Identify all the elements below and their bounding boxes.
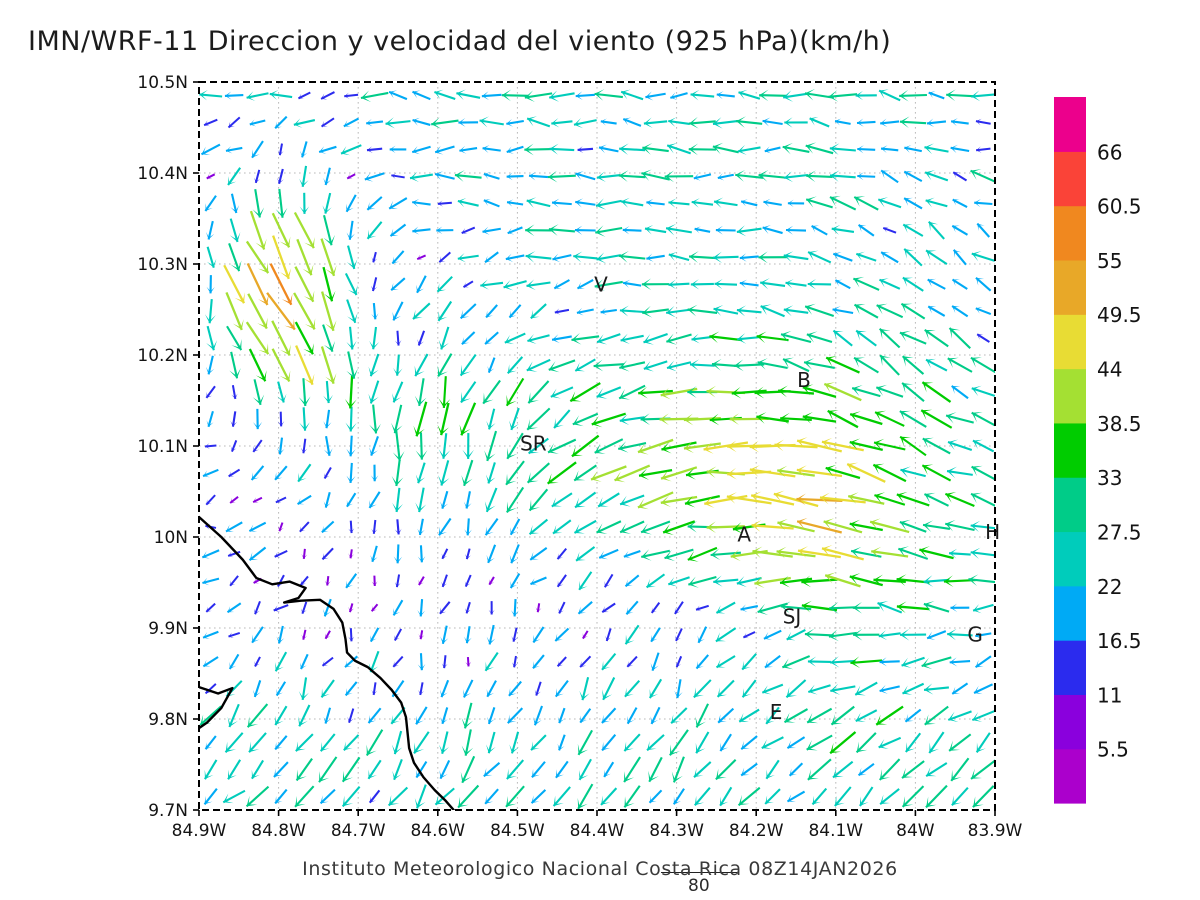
page-title: IMN/WRF-11 Direccion y velocidad del vie… bbox=[28, 26, 892, 57]
colorbar-tick-label: 60.5 bbox=[1097, 195, 1142, 219]
colorbar-tick-label: 22 bbox=[1097, 575, 1122, 599]
x-tick-label: 84W bbox=[896, 821, 935, 841]
y-tick-label: 9.8N bbox=[148, 710, 188, 730]
colorbar-band[interactable] bbox=[1054, 422, 1086, 478]
colorbar-band[interactable] bbox=[1054, 748, 1086, 804]
colorbar-band[interactable] bbox=[1054, 585, 1086, 641]
colorbar-band[interactable] bbox=[1054, 205, 1086, 261]
colorbar-tick-label: 11 bbox=[1097, 683, 1122, 707]
city-label-h: H bbox=[985, 520, 1000, 544]
y-tick-label: 10.1N bbox=[137, 437, 188, 457]
x-tick-label: 84.2W bbox=[729, 821, 784, 841]
axis-labels: 84.9W 84.8W 84.7W 84.6W 84.5W 84.4W 84.3W 84.2W… bbox=[137, 73, 1022, 841]
colorbar-band[interactable] bbox=[1054, 97, 1086, 152]
y-tick-label: 9.7N bbox=[148, 801, 188, 821]
colorbar-tick-label: 55 bbox=[1097, 249, 1122, 273]
y-tick-label: 10.4N bbox=[137, 164, 188, 184]
colorbar-band[interactable] bbox=[1054, 314, 1086, 370]
colorbar-band[interactable] bbox=[1054, 368, 1086, 424]
reference-vector-label: 80 bbox=[688, 876, 710, 896]
x-tick-label: 84.1W bbox=[808, 821, 863, 841]
city-label-b: B bbox=[797, 368, 811, 392]
colorbar-band[interactable] bbox=[1054, 259, 1086, 315]
reference-vector-line bbox=[661, 872, 737, 873]
x-tick-label: 83.9W bbox=[968, 821, 1023, 841]
colorbar-band[interactable] bbox=[1054, 477, 1086, 533]
x-tick-label: 84.4W bbox=[570, 821, 625, 841]
x-tick-label: 84.5W bbox=[490, 821, 545, 841]
grid-lines bbox=[199, 82, 995, 810]
y-tick-label: 10.2N bbox=[137, 346, 188, 366]
city-label-g: G bbox=[967, 623, 983, 647]
colorbar-tick-label: 44 bbox=[1097, 358, 1122, 382]
colorbar-tick-label: 49.5 bbox=[1097, 303, 1142, 327]
colorbar-band[interactable] bbox=[1054, 151, 1086, 207]
city-label-v: V bbox=[594, 272, 608, 296]
footer-credit: Instituto Meteorologico Nacional Costa R… bbox=[302, 858, 898, 880]
colorbar-tick-label: 33 bbox=[1097, 466, 1122, 490]
x-tick-label: 84.3W bbox=[649, 821, 704, 841]
colorbar-band[interactable] bbox=[1054, 640, 1086, 695]
x-tick-label: 84.6W bbox=[410, 821, 465, 841]
y-tick-label: 10.3N bbox=[137, 255, 188, 275]
x-tick-label: 84.7W bbox=[331, 821, 386, 841]
x-tick-label: 84.8W bbox=[251, 821, 306, 841]
colorbar-tick-label: 66 bbox=[1097, 140, 1122, 164]
y-tick-label: 10N bbox=[154, 528, 188, 548]
colorbar-tick-label: 38.5 bbox=[1097, 412, 1142, 436]
x-tick-label: 84.9W bbox=[172, 821, 227, 841]
colorbar-tick-label: 27.5 bbox=[1097, 520, 1142, 544]
y-tick-label: 9.9N bbox=[148, 619, 188, 639]
colorbar-band[interactable] bbox=[1054, 694, 1086, 750]
city-label-a: A bbox=[737, 523, 751, 547]
coastline bbox=[199, 515, 455, 810]
city-label-sr: SR bbox=[520, 432, 547, 456]
colorbar-band[interactable] bbox=[1054, 531, 1086, 587]
city-label-sj: SJ bbox=[783, 604, 802, 628]
colorbar-tick-label: 16.5 bbox=[1097, 629, 1142, 653]
colorbar[interactable]: 5.5 11 16.5 22 27.5 33 38.5 44 49.5 55 60.5 66 bbox=[1054, 97, 1142, 804]
city-labels: V B SR A SJ G E H bbox=[520, 272, 1000, 724]
colorbar-tick-label: 5.5 bbox=[1097, 738, 1129, 762]
wind-vector-field bbox=[199, 88, 995, 810]
y-tick-label: 10.5N bbox=[137, 73, 188, 93]
city-label-e: E bbox=[770, 700, 783, 724]
